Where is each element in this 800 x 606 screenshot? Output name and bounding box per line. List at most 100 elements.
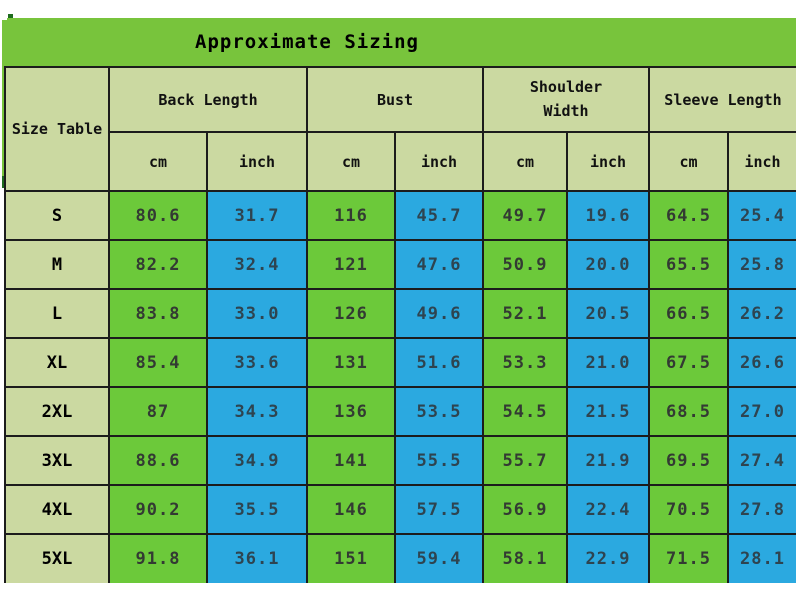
value-cell: 56.9 [482, 484, 568, 535]
value-cell: 45.7 [394, 190, 484, 241]
value-cell: 21.9 [566, 435, 650, 486]
size-label-cell: 3XL [4, 435, 110, 486]
value-cell: 151 [306, 533, 396, 583]
col-group-back-length: Back Length [108, 66, 308, 133]
unit-header-cm: cm [108, 131, 208, 192]
value-cell: 69.5 [648, 435, 729, 486]
title-banner: Approximate Sizing [7, 18, 796, 66]
value-cell: 47.6 [394, 239, 484, 290]
value-cell: 49.6 [394, 288, 484, 339]
value-cell: 58.1 [482, 533, 568, 583]
page-title: Approximate Sizing [195, 31, 419, 53]
value-cell: 19.6 [566, 190, 650, 241]
size-label-cell: M [4, 239, 110, 290]
size-table-header: Size Table [4, 66, 110, 192]
value-cell: 25.8 [727, 239, 796, 290]
size-row-2XL: 2XL 87 34.3 136 53.5 54.5 21.5 68.5 27.0 [4, 386, 796, 437]
value-cell: 67.5 [648, 337, 729, 388]
value-cell: 87 [108, 386, 208, 437]
value-cell: 34.3 [206, 386, 308, 437]
value-cell: 54.5 [482, 386, 568, 437]
value-cell: 82.2 [108, 239, 208, 290]
unit-header-cm: cm [482, 131, 568, 192]
value-cell: 25.4 [727, 190, 796, 241]
value-cell: 59.4 [394, 533, 484, 583]
value-cell: 80.6 [108, 190, 208, 241]
value-cell: 31.7 [206, 190, 308, 241]
value-cell: 26.6 [727, 337, 796, 388]
value-cell: 22.9 [566, 533, 650, 583]
value-cell: 34.9 [206, 435, 308, 486]
size-row-L: L 83.8 33.0 126 49.6 52.1 20.5 66.5 26.2 [4, 288, 796, 339]
unit-header-cm: cm [306, 131, 396, 192]
unit-header-inch: inch [727, 131, 796, 192]
table-header: Size Table Back Length Bust Shoulder Wid… [4, 66, 796, 192]
value-cell: 90.2 [108, 484, 208, 535]
size-row-4XL: 4XL 90.2 35.5 146 57.5 56.9 22.4 70.5 27.8 [4, 484, 796, 535]
value-cell: 64.5 [648, 190, 729, 241]
value-cell: 27.4 [727, 435, 796, 486]
value-cell: 50.9 [482, 239, 568, 290]
value-cell: 116 [306, 190, 396, 241]
size-label-cell: 5XL [4, 533, 110, 583]
value-cell: 52.1 [482, 288, 568, 339]
value-cell: 141 [306, 435, 396, 486]
size-label-cell: S [4, 190, 110, 241]
value-cell: 21.0 [566, 337, 650, 388]
size-label-cell: L [4, 288, 110, 339]
value-cell: 65.5 [648, 239, 729, 290]
value-cell: 51.6 [394, 337, 484, 388]
value-cell: 49.7 [482, 190, 568, 241]
value-cell: 57.5 [394, 484, 484, 535]
sizing-table: Size Table Back Length Bust Shoulder Wid… [4, 66, 796, 583]
value-cell: 136 [306, 386, 396, 437]
group-header-row: Size Table Back Length Bust Shoulder Wid… [4, 66, 796, 192]
size-label-cell: XL [4, 337, 110, 388]
value-cell: 33.0 [206, 288, 308, 339]
value-cell: 26.2 [727, 288, 796, 339]
size-row-S: S 80.6 31.7 116 45.7 49.7 19.6 64.5 25.4 [4, 190, 796, 241]
value-cell: 85.4 [108, 337, 208, 388]
value-cell: 55.5 [394, 435, 484, 486]
value-cell: 20.5 [566, 288, 650, 339]
value-cell: 33.6 [206, 337, 308, 388]
value-cell: 146 [306, 484, 396, 535]
col-group-bust: Bust [306, 66, 484, 133]
value-cell: 53.3 [482, 337, 568, 388]
size-row-3XL: 3XL 88.6 34.9 141 55.5 55.7 21.9 69.5 27.4 [4, 435, 796, 486]
value-cell: 83.8 [108, 288, 208, 339]
value-cell: 91.8 [108, 533, 208, 583]
value-cell: 27.8 [727, 484, 796, 535]
unit-header-inch: inch [206, 131, 308, 192]
value-cell: 126 [306, 288, 396, 339]
size-row-M: M 82.2 32.4 121 47.6 50.9 20.0 65.5 25.8 [4, 239, 796, 290]
value-cell: 32.4 [206, 239, 308, 290]
value-cell: 121 [306, 239, 396, 290]
value-cell: 36.1 [206, 533, 308, 583]
value-cell: 35.5 [206, 484, 308, 535]
value-cell: 21.5 [566, 386, 650, 437]
value-cell: 68.5 [648, 386, 729, 437]
value-cell: 55.7 [482, 435, 568, 486]
value-cell: 71.5 [648, 533, 729, 583]
value-cell: 53.5 [394, 386, 484, 437]
size-label-cell: 4XL [4, 484, 110, 535]
size-label-cell: 2XL [4, 386, 110, 437]
unit-header-cm: cm [648, 131, 729, 192]
table-body: S 80.6 31.7 116 45.7 49.7 19.6 64.5 25.4 M 82.2 32.… [4, 190, 796, 583]
value-cell: 66.5 [648, 288, 729, 339]
col-group-sleeve-length: Sleeve Length [648, 66, 796, 133]
value-cell: 88.6 [108, 435, 208, 486]
col-group-shoulder-width: Shoulder Width [482, 66, 650, 133]
unit-header-inch: inch [566, 131, 650, 192]
size-row-5XL: 5XL 91.8 36.1 151 59.4 58.1 22.9 71.5 28.1 [4, 533, 796, 583]
value-cell: 131 [306, 337, 396, 388]
unit-header-inch: inch [394, 131, 484, 192]
value-cell: 20.0 [566, 239, 650, 290]
unit-header-row: cm inch cm inch cm inch cm inch [5, 131, 796, 192]
value-cell: 22.4 [566, 484, 650, 535]
value-cell: 27.0 [727, 386, 796, 437]
value-cell: 70.5 [648, 484, 729, 535]
col-group-shoulder-width-label: Shoulder Width [529, 78, 603, 120]
